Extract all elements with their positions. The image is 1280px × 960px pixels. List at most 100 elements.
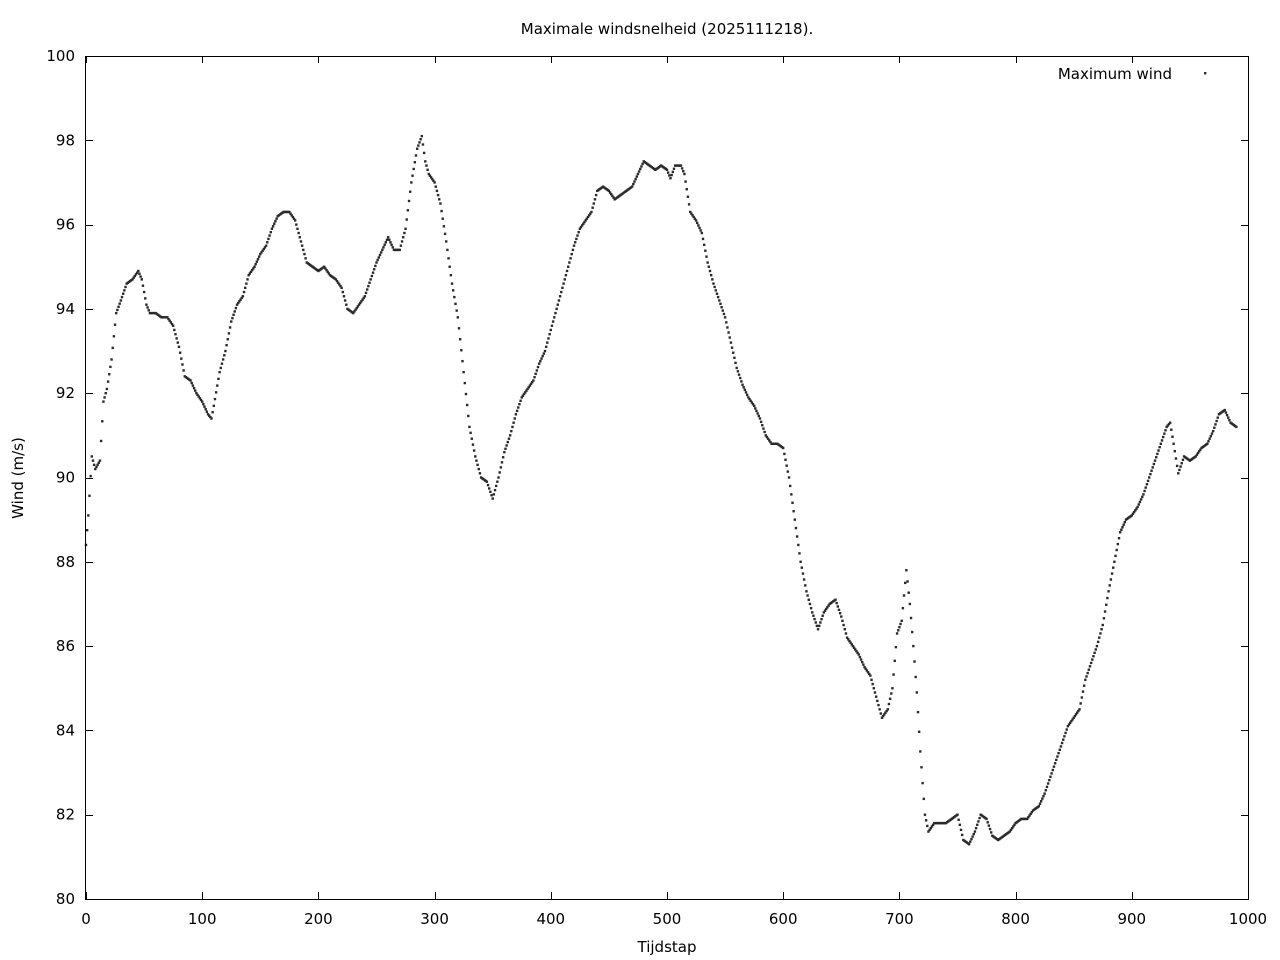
data-point (336, 281, 340, 284)
data-point (861, 660, 864, 664)
data-point (843, 628, 846, 631)
data-point (1214, 423, 1217, 426)
data-point (340, 286, 343, 290)
data-point (694, 219, 698, 222)
data-point (431, 177, 434, 181)
data-point (213, 397, 217, 401)
y-tick-label: 80 (56, 890, 75, 908)
data-point (586, 215, 590, 219)
data-point (669, 177, 672, 180)
data-point (722, 312, 726, 316)
data-point (123, 289, 126, 292)
data-point (428, 174, 432, 177)
data-point (508, 434, 512, 437)
data-point (1095, 644, 1099, 648)
data-point (514, 413, 518, 416)
data-point (256, 257, 260, 261)
data-point (494, 484, 498, 488)
data-point (680, 167, 684, 170)
data-point (429, 176, 433, 179)
y-tick-label: 94 (56, 300, 75, 318)
data-point (224, 349, 227, 353)
data-point (801, 572, 805, 575)
data-point (1132, 510, 1136, 514)
data-point (1093, 651, 1096, 655)
data-point (1027, 816, 1030, 819)
data-point (672, 167, 676, 170)
data-point (1170, 428, 1173, 431)
data-point (532, 379, 535, 382)
data-point (354, 308, 357, 311)
data-point (108, 373, 111, 376)
data-point (381, 248, 384, 252)
data-point (699, 229, 702, 232)
data-point (893, 659, 896, 663)
data-point (1029, 812, 1032, 816)
data-point (886, 708, 889, 711)
data-point (377, 256, 381, 259)
data-point (976, 823, 979, 827)
data-point (1117, 537, 1121, 540)
data-point (435, 189, 439, 193)
data-point (1225, 413, 1229, 417)
data-point (1207, 440, 1210, 443)
data-point (571, 248, 575, 252)
data-point (928, 828, 931, 832)
data-point (1079, 702, 1082, 705)
data-point (427, 172, 430, 176)
data-point (449, 273, 453, 277)
data-point (744, 391, 748, 394)
data-point (491, 497, 494, 500)
data-point (133, 274, 136, 278)
data-point (736, 370, 740, 373)
data-point (1149, 472, 1152, 476)
data-point (636, 172, 640, 176)
data-point (1102, 617, 1106, 620)
data-point (1174, 457, 1178, 460)
data-point (1086, 671, 1089, 675)
data-point (536, 365, 540, 369)
data-point (533, 375, 536, 379)
data-point (246, 278, 249, 281)
data-point (569, 257, 572, 260)
data-point (119, 299, 123, 302)
data-point (178, 351, 182, 354)
x-tick-label: 900 (1117, 910, 1146, 928)
data-point (634, 177, 637, 181)
data-point (168, 319, 171, 322)
data-point (335, 279, 339, 283)
data-point (97, 461, 100, 464)
data-point (884, 711, 887, 714)
data-point (671, 170, 675, 174)
data-point (1166, 424, 1170, 427)
data-point (805, 590, 808, 593)
data-point (138, 272, 141, 275)
data-point (589, 212, 592, 215)
y-tick-labels: 80 82 84 86 88 90 92 94 96 98 100 (46, 47, 75, 908)
data-point (1109, 578, 1113, 581)
x-axis-label: Tijdstap (637, 938, 697, 956)
data-point (1122, 523, 1125, 526)
data-point (406, 209, 410, 212)
data-point (407, 199, 411, 203)
data-point (147, 309, 150, 312)
data-point (745, 393, 749, 397)
data-point (1227, 416, 1230, 419)
y-tick-label: 100 (46, 47, 75, 65)
data-point (920, 766, 923, 769)
data-point (424, 160, 427, 163)
data-point (906, 580, 909, 583)
data-point (881, 714, 885, 718)
data-point (366, 288, 369, 291)
data-point (689, 210, 692, 214)
data-point (214, 391, 218, 394)
data-point (1209, 434, 1213, 438)
data-point (811, 611, 814, 614)
data-point (235, 303, 239, 306)
data-point (869, 674, 872, 677)
data-point (850, 643, 853, 646)
data-point (382, 246, 385, 249)
data-point (139, 275, 142, 278)
y-tick-label: 82 (56, 806, 75, 824)
